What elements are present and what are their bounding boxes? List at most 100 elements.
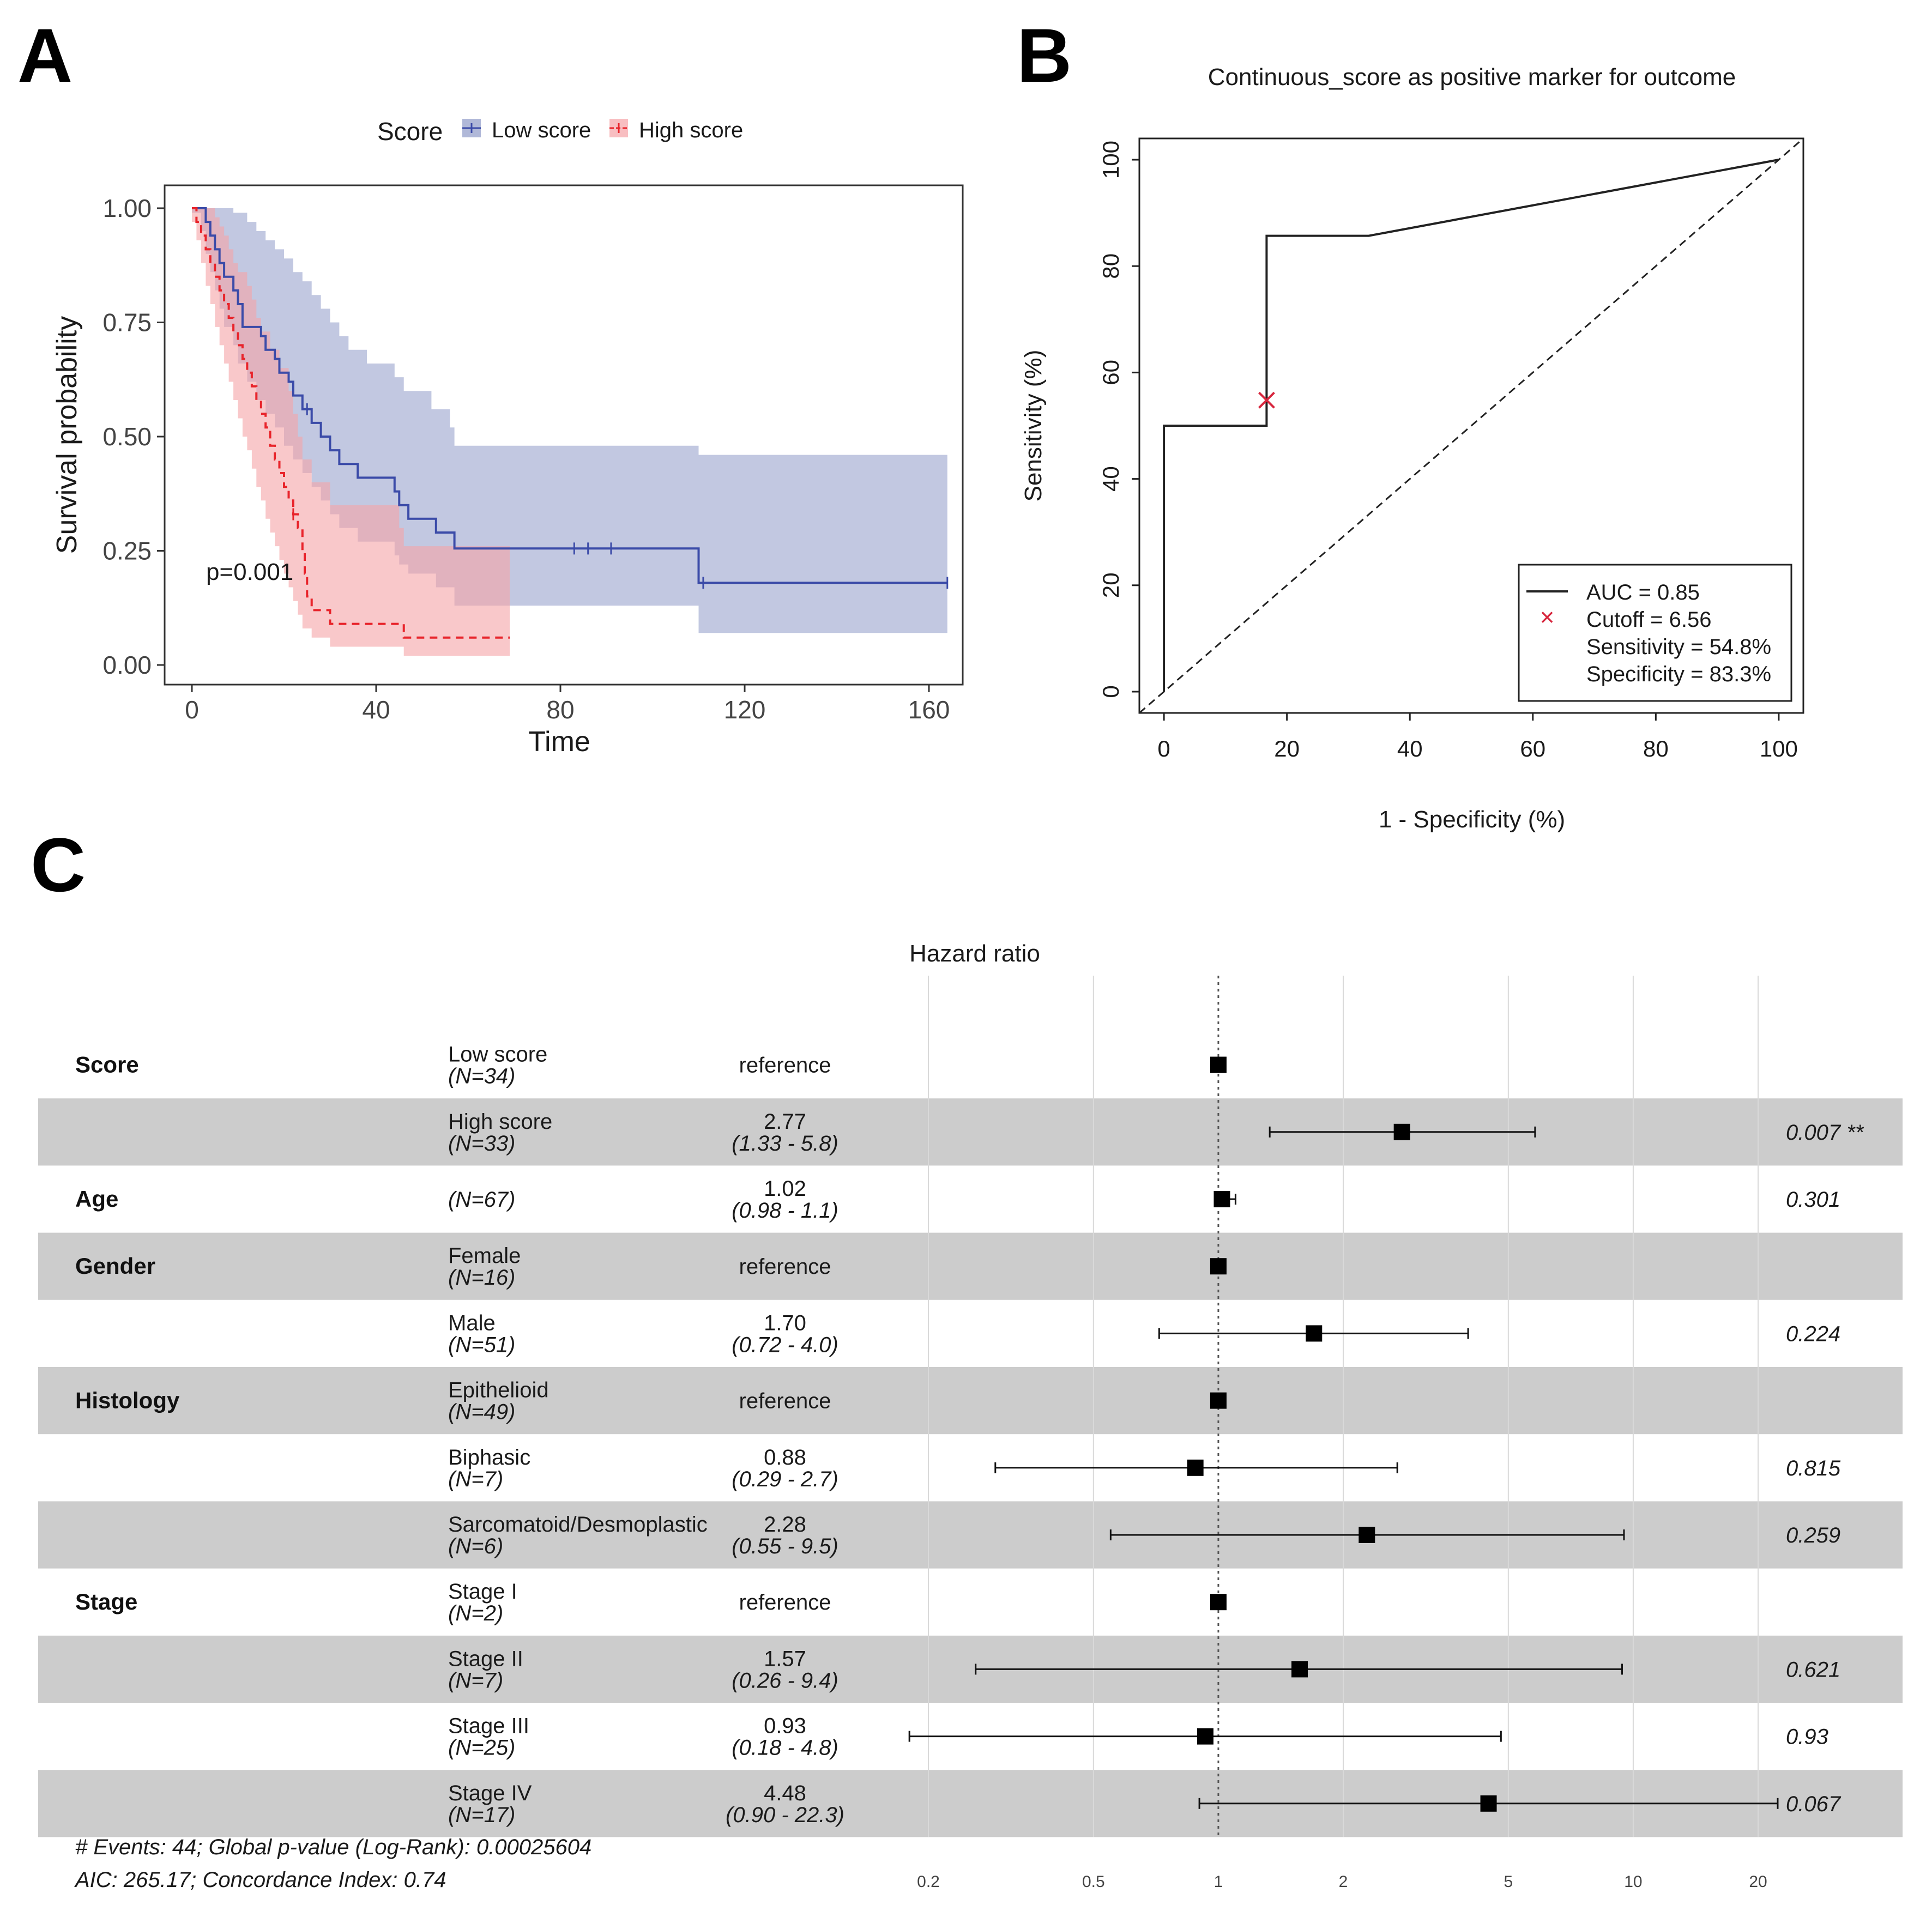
km-x-tick-label: 80: [546, 696, 574, 724]
forest-estimate-label: reference: [739, 1054, 831, 1078]
roc-y-tick-label: 60: [1098, 360, 1124, 385]
km-x-tick-label: 160: [908, 696, 950, 724]
forest-variable-label: Histology: [75, 1388, 180, 1413]
forest-x-tick-label: 5: [1504, 1873, 1513, 1891]
forest-ci-label: (0.90 - 22.3): [726, 1803, 844, 1827]
forest-n-label: (N=7): [448, 1668, 503, 1692]
roc-y-tick-label: 20: [1098, 572, 1124, 598]
forest-point-estimate: [1187, 1459, 1204, 1476]
forest-variable-label: Stage: [75, 1589, 137, 1614]
forest-row-shading: [38, 1367, 1903, 1435]
km-x-tick-label: 40: [362, 696, 390, 724]
forest-estimate-label: 2.28: [764, 1513, 806, 1537]
roc-title: Continuous_score as positive marker for …: [1208, 64, 1736, 90]
forest-estimate-label: 1.70: [764, 1311, 806, 1335]
forest-level-label: Female: [448, 1244, 521, 1268]
panel-label-b: B: [1017, 13, 1072, 98]
forest-estimate-label: reference: [739, 1389, 831, 1413]
forest-n-label: (N=34): [448, 1065, 515, 1088]
roc-cutoff-marker: [1258, 391, 1275, 409]
forest-estimate-label: 0.93: [764, 1714, 806, 1738]
forest-pvalue-label: 0.007 **: [1786, 1121, 1864, 1145]
forest-n-label: (N=67): [448, 1188, 515, 1212]
forest-n-label: (N=49): [448, 1400, 515, 1424]
forest-pvalue-label: 0.621: [1786, 1658, 1840, 1682]
km-plot-frame: [164, 184, 964, 686]
roc-plot-frame: [1138, 137, 1804, 714]
km-pvalue-annotation: p=0.001: [206, 559, 293, 585]
km-y-tick-label: 0.50: [102, 422, 152, 451]
roc-x-tick-label: 60: [1520, 736, 1545, 761]
forest-footer-line-1: # Events: 44; Global p-value (Log-Rank):…: [75, 1835, 591, 1859]
forest-pvalue-label: 0.93: [1786, 1725, 1828, 1749]
roc-x-tick-label: 0: [1157, 736, 1170, 761]
panel-label-c: C: [31, 822, 86, 908]
km-y-axis-label: Survival probability: [51, 316, 83, 554]
forest-ci-label: (0.72 - 4.0): [732, 1333, 838, 1357]
forest-n-label: (N=51): [448, 1333, 515, 1357]
forest-n-label: (N=6): [448, 1534, 503, 1558]
forest-row-shading: [38, 1232, 1903, 1300]
forest-point-estimate: [1480, 1795, 1497, 1812]
forest-x-tick-label: 0.5: [1082, 1873, 1105, 1891]
roc-legend-cross-swatch: ×: [1540, 603, 1555, 631]
km-legend-label-low: Low score: [492, 118, 591, 142]
forest-level-label: Stage III: [448, 1714, 529, 1738]
forest-level-label: Biphasic: [448, 1446, 530, 1469]
forest-pvalue-label: 0.815: [1786, 1456, 1841, 1480]
forest-pvalue-label: 0.259: [1786, 1523, 1840, 1547]
forest-n-label: (N=33): [448, 1132, 515, 1156]
forest-level-label: High score: [448, 1110, 552, 1134]
km-x-tick-label: 0: [185, 696, 199, 724]
forest-ci-label: (0.55 - 9.5): [732, 1534, 838, 1558]
forest-estimate-label: 1.02: [764, 1177, 806, 1201]
forest-level-label: Stage IV: [448, 1781, 532, 1805]
roc-curve: [1163, 159, 1779, 692]
forest-point-estimate: [1210, 1594, 1227, 1611]
forest-point-estimate: [1197, 1728, 1213, 1745]
forest-point-estimate: [1210, 1258, 1227, 1275]
forest-ci-label: (0.26 - 9.4): [732, 1668, 838, 1692]
km-y-tick-label: 1.00: [102, 194, 152, 222]
forest-x-tick-label: 0.2: [917, 1873, 940, 1891]
forest-point-estimate: [1291, 1661, 1308, 1678]
forest-point-estimate: [1213, 1191, 1230, 1207]
forest-level-label: Epithelioid: [448, 1378, 549, 1402]
km-ci-band-high: [192, 208, 510, 656]
roc-y-tick-label: 40: [1098, 466, 1124, 492]
roc-legend-box: [1518, 564, 1792, 702]
forest-variable-label: Gender: [75, 1253, 155, 1279]
forest-pvalue-label: 0.301: [1786, 1188, 1840, 1212]
km-x-axis-label: Time: [528, 726, 590, 758]
forest-level-label: Male: [448, 1311, 496, 1335]
forest-variable-label: Age: [75, 1186, 118, 1212]
forest-n-label: (N=25): [448, 1736, 515, 1760]
forest-x-tick-label: 10: [1624, 1873, 1642, 1891]
roc-y-tick-label: 80: [1098, 253, 1124, 279]
roc-chance-diagonal: [1139, 137, 1804, 714]
km-curve-high: [192, 207, 510, 639]
km-y-tick-label: 0.75: [102, 309, 152, 337]
roc-legend-sensitivity: Sensitivity = 54.8%: [1586, 635, 1771, 659]
roc-x-axis-label: 1 - Specificity (%): [1379, 806, 1565, 833]
roc-y-tick-label: 0: [1098, 685, 1124, 698]
forest-row-shading: [38, 1098, 1903, 1166]
forest-level-label: Stage I: [448, 1580, 517, 1604]
forest-x-tick-label: 1: [1214, 1873, 1223, 1891]
roc-plot-panel: Continuous_score as positive marker for …: [1020, 64, 1804, 833]
roc-x-tick-label: 20: [1274, 736, 1300, 761]
forest-level-label: Stage II: [448, 1647, 523, 1671]
forest-ci-label: (0.18 - 4.8): [732, 1736, 838, 1760]
km-curve-low: [192, 207, 947, 584]
forest-n-label: (N=16): [448, 1266, 515, 1290]
km-y-tick-label: 0.00: [102, 651, 152, 679]
forest-estimate-label: 1.57: [764, 1647, 806, 1671]
forest-point-estimate: [1306, 1325, 1323, 1342]
forest-plot-panel: Hazard ratio Score Low score(N=34) referen…: [38, 940, 1903, 1892]
roc-x-tick-label: 80: [1643, 736, 1669, 761]
roc-legend-cutoff: Cutoff = 6.56: [1586, 608, 1711, 632]
forest-title: Hazard ratio: [909, 940, 1040, 967]
forest-point-estimate: [1393, 1123, 1410, 1140]
forest-ci-label: (1.33 - 5.8): [732, 1132, 838, 1156]
